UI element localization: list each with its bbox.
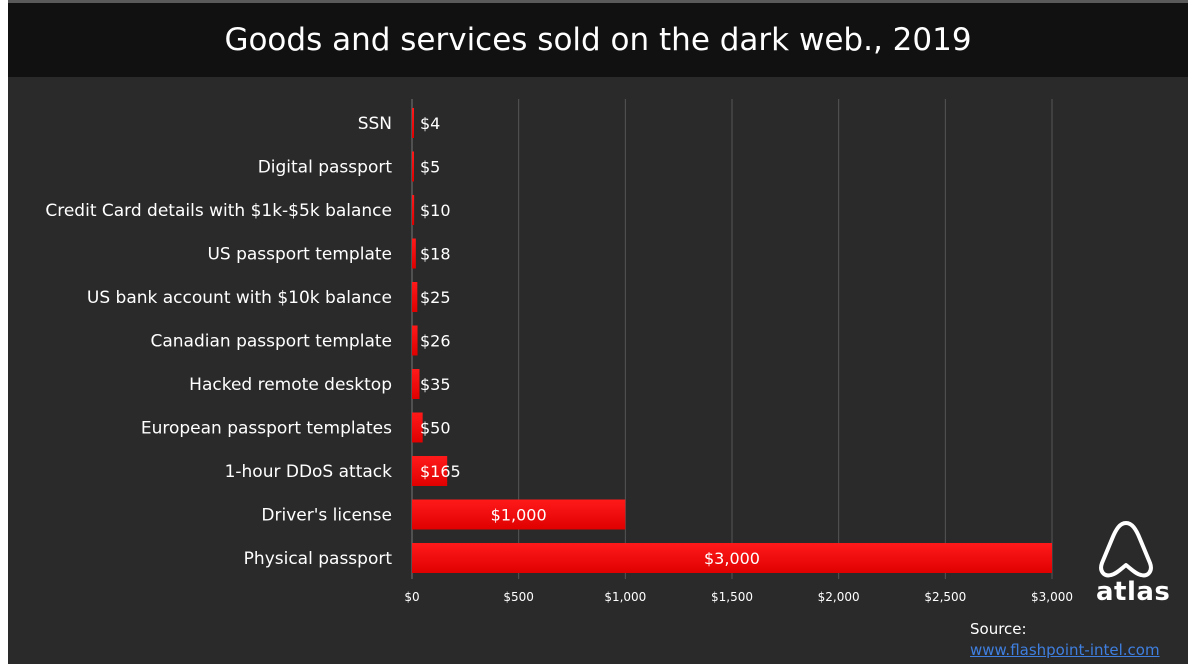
bar [412,499,626,530]
atlas-logo-text: atlas [1096,577,1171,607]
data-label: $5 [420,158,440,177]
source-label: Source: [970,620,1027,638]
x-tick-label: $2,500 [924,590,966,604]
bar [412,151,414,182]
data-label: $25 [420,288,451,307]
bar [412,369,420,399]
x-tick-label: $0 [404,590,419,604]
category-label: Canadian passport template [150,332,392,352]
x-tick-label: $1,500 [711,590,753,604]
x-tick-label: $1,000 [604,590,646,604]
category-label: Driver's license [261,506,392,526]
source-link[interactable]: www.flashpoint-intel.com [970,641,1160,659]
data-label: $35 [420,375,451,394]
bar [412,195,415,225]
slide: Goods and services sold on the dark web.… [8,0,1188,664]
bar [412,456,448,486]
data-label: $3,000 [704,549,760,568]
bar [412,282,418,312]
x-tick-label: $3,000 [1031,590,1073,604]
bar [412,412,423,443]
category-label: Digital passport [258,158,393,178]
x-tick-label: $2,000 [818,590,860,604]
category-label: Physical passport [244,549,393,569]
category-label: 1-hour DDoS attack [225,462,393,482]
category-label: US bank account with $10k balance [87,288,392,308]
data-label: $4 [420,114,440,133]
category-label: US passport template [207,245,392,265]
chart-title: Goods and services sold on the dark web.… [224,22,972,58]
data-label: $18 [420,245,451,264]
data-label: $165 [420,462,461,481]
data-label: $50 [420,419,451,438]
bar [412,543,1052,573]
bar [412,325,418,356]
bar [412,108,414,138]
data-label: $10 [420,201,451,220]
bar [412,238,416,269]
title-bar: Goods and services sold on the dark web.… [8,3,1188,77]
category-label: Hacked remote desktop [189,375,392,395]
bar-chart: $0 $500 $1,000 $1,500 $2,000 $2,500 $3,000 SSN $… [45,99,1073,604]
data-label: $26 [420,332,451,351]
data-label: $1,000 [491,506,547,525]
x-tick-label: $500 [503,590,534,604]
category-label: Credit Card details with $1k-$5k balance [45,201,392,221]
category-label: SSN [358,114,392,134]
atlas-logo-icon [1099,521,1153,578]
category-label: European passport templates [141,419,392,439]
